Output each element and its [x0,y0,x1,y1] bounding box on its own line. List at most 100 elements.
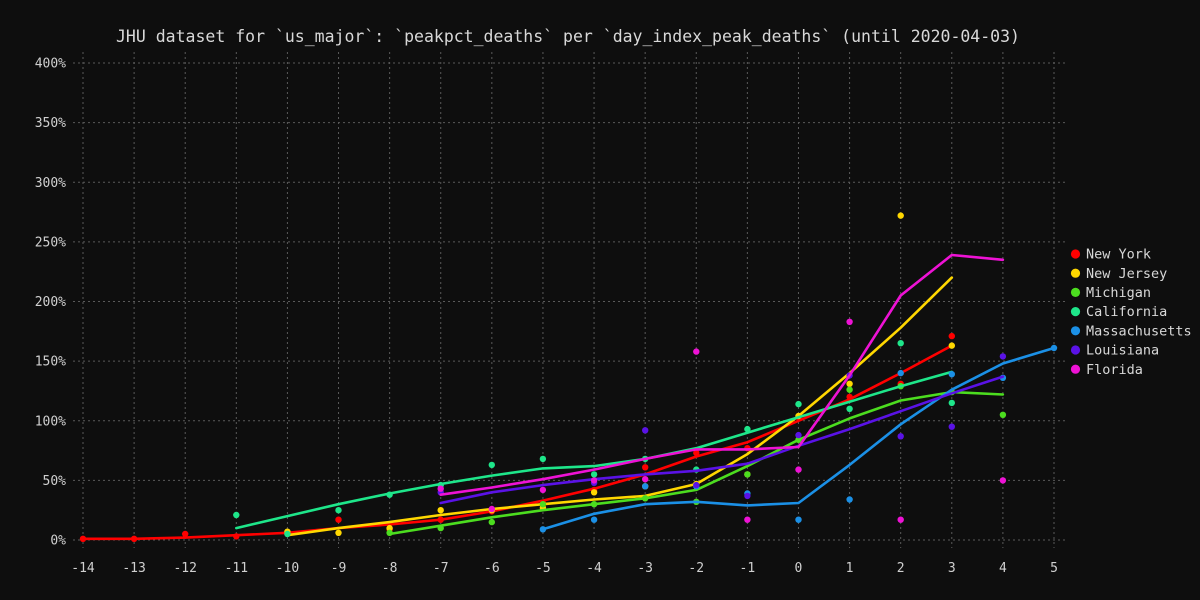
data-point [642,476,649,483]
data-point [590,516,598,523]
data-point [948,399,955,407]
x-tick-label: 4 [999,561,1007,576]
data-point [488,505,495,513]
data-point [948,342,955,349]
data-point [539,526,547,533]
data-point [897,340,904,347]
data-point [642,495,649,502]
data-point [795,466,802,473]
trend-line [439,253,1005,497]
legend-label: New Jersey [1086,266,1167,282]
x-tick-label: -5 [535,561,551,576]
data-point [693,481,700,489]
data-point [488,518,495,526]
data-point [437,516,444,523]
x-tick-label: -1 [740,561,756,576]
data-point [846,386,853,393]
trend-line [286,276,954,537]
series-california [233,340,955,538]
legend-marker [1070,287,1081,297]
legend-marker [1070,345,1081,355]
trend-line [439,375,1005,505]
x-tick-label: 1 [846,561,854,576]
data-point [488,461,495,469]
legend-marker [1070,307,1081,317]
data-point [948,332,955,340]
data-point [693,348,700,355]
data-point [948,371,955,378]
trend-line [541,346,1056,531]
data-point [846,380,853,387]
legend-marker [1070,364,1081,374]
series-florida [437,253,1007,523]
trend-line [235,370,954,530]
legend-item: Michigan [1070,285,1151,301]
x-tick-label: -13 [122,561,145,576]
data-point [284,530,291,538]
trend-line [388,390,1005,536]
legend-item: New Jersey [1070,266,1167,282]
data-point [744,516,751,523]
data-point [693,449,700,457]
data-point [846,393,853,401]
y-tick-label: 350% [35,116,66,131]
legend-item: Massachusetts [1070,323,1192,339]
series-louisiana [437,353,1007,505]
y-tick-label: 250% [35,235,66,250]
data-point [130,535,138,542]
data-point [590,477,598,484]
data-point [795,436,802,443]
data-point [182,530,189,538]
data-point [590,501,598,508]
data-point [233,511,240,519]
legend-label: New York [1086,247,1151,263]
legend-item: California [1070,304,1167,320]
legend-marker [1070,249,1081,259]
data-point [539,501,547,508]
y-tick-label: 300% [35,176,66,191]
trend-line [81,344,954,541]
data-point [744,492,751,500]
data-point [233,533,240,540]
x-tick-label: -9 [331,561,347,576]
legend-item: New York [1070,247,1151,263]
data-point [79,535,87,542]
legend-label: Florida [1086,362,1143,378]
y-tick-label: 400% [35,57,66,72]
series-massachusetts [539,344,1058,533]
data-point [1050,344,1058,352]
x-tick-label: -11 [225,561,248,576]
data-point [539,486,547,494]
axes: -14 -13 -12 -11 -10 -9 -8 -7 -6 -5 -4 -3 -2 -1 0 1 2 3 4 50… [35,57,1058,577]
data-point [590,489,598,496]
data-point [999,477,1007,484]
x-tick-label: -10 [276,561,299,576]
data-point [335,516,342,523]
data-point [897,212,904,219]
data-point [539,455,547,463]
series-layer [79,212,1058,542]
data-point [795,400,802,408]
data-point [744,425,751,433]
data-point [999,411,1007,418]
legend-label: Michigan [1086,285,1151,301]
data-point [335,529,342,536]
data-point [642,464,649,471]
x-tick-label: -2 [688,561,704,576]
x-tick-label: -3 [637,561,653,576]
legend-item: Florida [1070,362,1143,378]
data-point [795,516,802,523]
legend-item: Louisiana [1070,343,1159,359]
grid [73,52,1066,548]
data-point [795,431,802,439]
data-point [437,485,444,492]
data-point [846,318,853,325]
data-point [642,483,649,490]
data-point [335,507,342,514]
data-point [437,524,444,532]
y-tick-label: 0% [50,534,66,549]
x-tick-label: -8 [382,561,398,576]
x-tick-label: -14 [71,561,95,576]
x-tick-label: -7 [433,561,449,576]
